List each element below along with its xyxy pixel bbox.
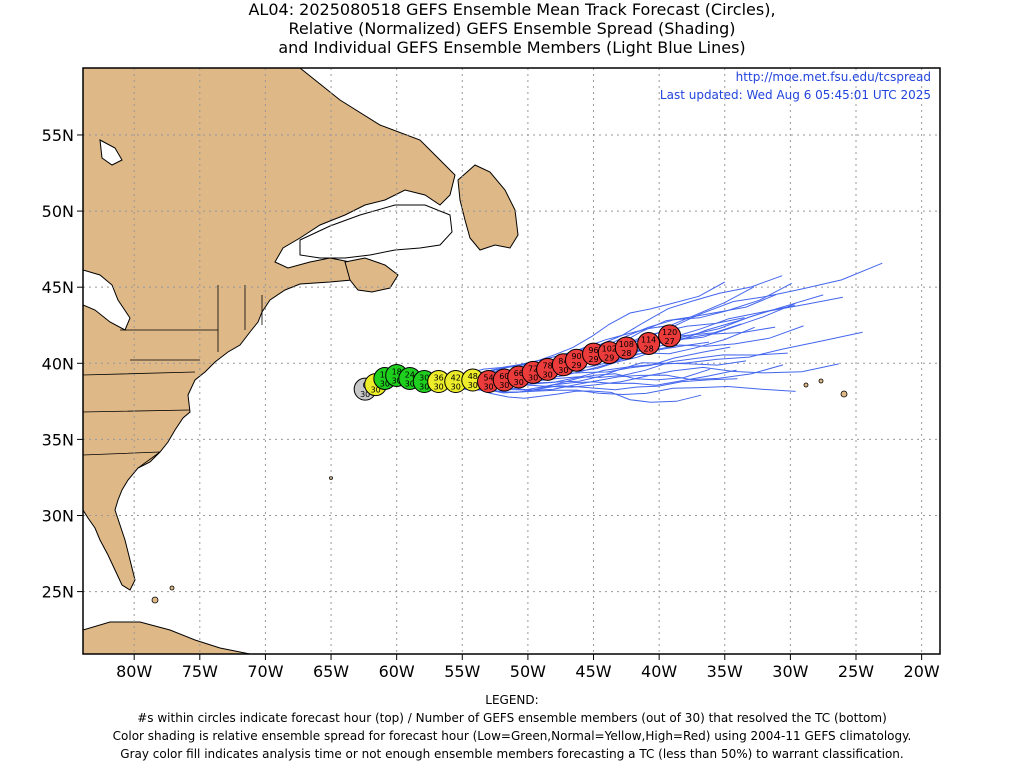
member-count-label: 30 xyxy=(392,376,402,385)
forecast-hour-label: 108 xyxy=(619,340,634,349)
forecast-hour-label: 72 xyxy=(528,364,538,373)
member-count-label: 30 xyxy=(483,383,493,392)
member-count-label: 30 xyxy=(419,383,429,392)
member-count-label: 29 xyxy=(588,355,598,364)
lon-tick-label: 80W xyxy=(116,662,152,681)
forecast-hour-label: 114 xyxy=(641,335,656,344)
legend-line-2: Color shading is relative ensemble sprea… xyxy=(112,729,912,743)
lat-tick-label: 40N xyxy=(42,354,74,373)
member-count-label: 30 xyxy=(542,370,552,379)
lon-tick-label: 55W xyxy=(444,662,480,681)
lon-tick-label: 65W xyxy=(313,662,349,681)
gulf-of-st-lawrence xyxy=(299,204,453,259)
hudson-bay-inlet xyxy=(99,139,123,166)
member-count-label: 30 xyxy=(405,380,415,389)
legend-heading: LEGEND: xyxy=(485,693,539,707)
forecast-hour-label: 18 xyxy=(392,367,402,376)
state-borders xyxy=(83,285,263,469)
azores-island xyxy=(840,390,848,398)
lat-tick-label: 35N xyxy=(42,430,74,449)
member-count-label: 30 xyxy=(451,383,461,392)
member-count-label: 27 xyxy=(665,337,675,346)
azores-island xyxy=(803,382,809,388)
forecast-hour-label: 12 xyxy=(380,371,390,380)
lon-tick-label: 70W xyxy=(247,662,283,681)
forecast-hour-label: 102 xyxy=(602,345,617,354)
map-frame xyxy=(82,67,941,655)
bahamas-island xyxy=(151,596,159,604)
member-count-label: 29 xyxy=(604,354,614,363)
member-count-label: 28 xyxy=(621,349,631,358)
member-count-label: 30 xyxy=(499,381,509,390)
member-count-label: 30 xyxy=(360,390,370,399)
member-count-label: 30 xyxy=(468,381,478,390)
info-url-link[interactable]: http://moe.met.fsu.edu/tcspread xyxy=(736,70,931,84)
title-line-3: and Individual GEFS Ensemble Members (Li… xyxy=(278,38,746,57)
mean-track-circles: 0306301230183024303030363042304830543060… xyxy=(353,324,682,401)
lon-tick-label: 60W xyxy=(379,662,415,681)
nova-scotia xyxy=(344,257,399,293)
newfoundland-island xyxy=(457,164,519,251)
forecast-hour-label: 48 xyxy=(468,372,478,381)
legend: LEGEND: #s within circles indicate forec… xyxy=(0,691,1024,763)
lon-tick-label: 40W xyxy=(641,662,677,681)
forecast-hour-label: 24 xyxy=(405,371,415,380)
forecast-hour-label: 78 xyxy=(542,361,552,370)
cuba-island xyxy=(83,621,251,654)
lat-tick-label: 50N xyxy=(42,202,74,221)
forecast-hour-label: 120 xyxy=(662,328,677,337)
chart-title: AL04: 2025080518 GEFS Ensemble Mean Trac… xyxy=(0,0,1024,57)
member-count-label: 30 xyxy=(558,366,568,375)
legend-line-1: #s within circles indicate forecast hour… xyxy=(137,711,887,725)
track-point-circle xyxy=(614,336,638,360)
lon-tick-label: 45W xyxy=(575,662,611,681)
lon-tick-label: 75W xyxy=(182,662,218,681)
forecast-hour-label: 96 xyxy=(588,346,598,355)
legend-line-3: Gray color fill indicates analysis time … xyxy=(120,747,904,761)
member-count-label: 30 xyxy=(514,378,524,387)
forecast-hour-label: 90 xyxy=(571,352,581,361)
bahamas-island xyxy=(169,585,175,591)
lon-tick-label: 35W xyxy=(707,662,743,681)
track-point-circle xyxy=(658,324,682,348)
lon-tick-label: 30W xyxy=(772,662,808,681)
great-lakes xyxy=(83,269,131,331)
lat-tick-label: 30N xyxy=(42,506,74,525)
forecast-hour-label: 66 xyxy=(514,369,524,378)
title-line-2: Relative (Normalized) GEFS Ensemble Spre… xyxy=(288,19,736,38)
lat-tick-label: 45N xyxy=(42,278,74,297)
member-count-label: 29 xyxy=(571,361,581,370)
lon-tick-label: 20W xyxy=(904,662,940,681)
north-america-landmass xyxy=(83,68,456,591)
last-updated-text: Last updated: Wed Aug 6 05:45:01 UTC 202… xyxy=(660,88,931,102)
azores-island xyxy=(818,378,824,384)
forecast-hour-label: 84 xyxy=(558,357,568,366)
lat-tick-label: 25N xyxy=(42,583,74,602)
longitude-ticks: 80W 75W 70W 65W 60W 55W 50W 45W 40W 35W 30W 25W 20W xyxy=(116,654,940,681)
lat-lon-grid xyxy=(83,68,940,654)
title-line-1: AL04: 2025080518 GEFS Ensemble Mean Trac… xyxy=(248,0,776,19)
lon-tick-label: 25W xyxy=(838,662,874,681)
lat-tick-label: 55N xyxy=(42,126,74,145)
member-count-label: 30 xyxy=(380,380,390,389)
forecast-hour-label: 30 xyxy=(419,374,429,383)
member-count-label: 30 xyxy=(371,386,381,395)
lon-tick-label: 50W xyxy=(510,662,546,681)
forecast-hour-label: 60 xyxy=(499,372,509,381)
forecast-hour-label: 54 xyxy=(483,374,493,383)
land-layer xyxy=(83,68,848,654)
forecast-hour-label: 36 xyxy=(434,374,444,383)
track-point-circle xyxy=(637,331,661,355)
member-count-label: 28 xyxy=(644,344,654,353)
latitude-ticks: 55N 50N 45N 40N 35N 30N 25N xyxy=(42,126,83,602)
member-count-label: 30 xyxy=(434,383,444,392)
forecast-hour-label: 42 xyxy=(451,374,461,383)
member-count-label: 30 xyxy=(528,373,538,382)
